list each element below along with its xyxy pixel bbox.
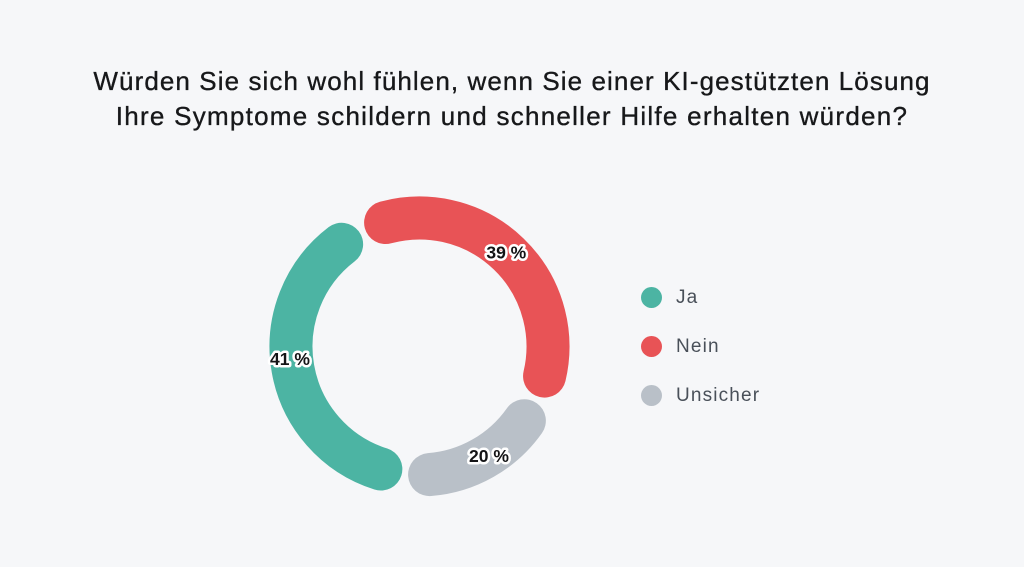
svg-text:39 %: 39 %: [486, 243, 526, 263]
svg-text:41 %: 41 %: [270, 349, 310, 369]
svg-text:20 %: 20 %: [469, 446, 509, 466]
